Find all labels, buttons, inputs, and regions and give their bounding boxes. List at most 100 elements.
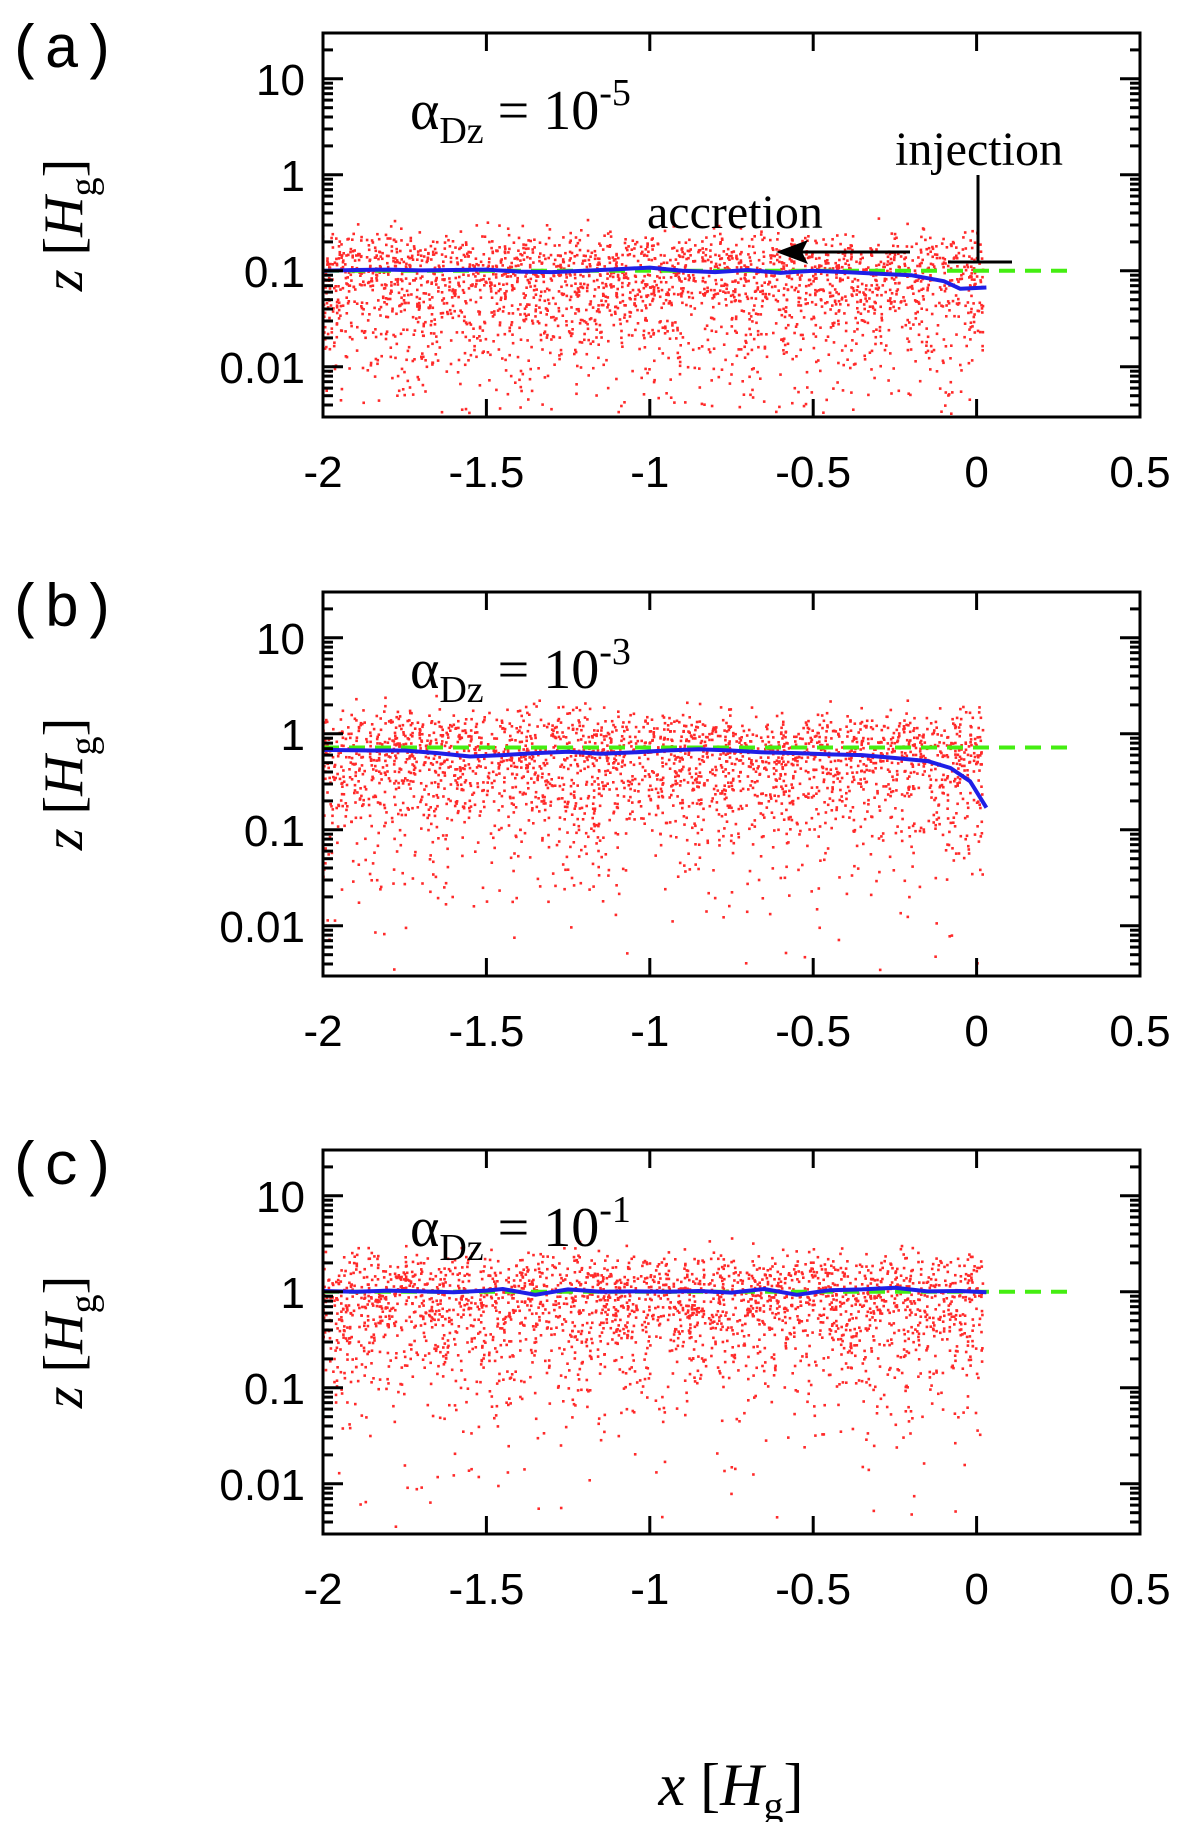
particle-point <box>516 355 520 359</box>
particle-point <box>841 800 844 803</box>
particle-point <box>408 719 411 722</box>
particle-point <box>492 340 495 343</box>
particle-point <box>756 747 760 750</box>
particle-point <box>940 304 943 307</box>
panel-label: (a) <box>8 18 116 86</box>
particle-point <box>344 802 348 805</box>
particle-point <box>833 300 837 303</box>
particle-point <box>973 278 976 281</box>
particle-point <box>628 735 632 739</box>
particle-point <box>938 707 942 710</box>
particle-point <box>351 762 354 766</box>
particle-point <box>914 746 918 750</box>
particle-point <box>634 304 638 308</box>
particle-point <box>800 756 804 760</box>
particle-point <box>498 307 501 311</box>
particle-point <box>469 251 472 254</box>
particle-point <box>593 742 597 745</box>
particle-point <box>866 321 870 325</box>
particle-point <box>814 257 818 260</box>
particle-point <box>913 280 917 284</box>
particle-point <box>520 731 524 735</box>
particle-point <box>694 772 698 776</box>
particle-point <box>642 817 645 820</box>
particle-point <box>443 771 446 775</box>
particle-point <box>616 275 620 278</box>
particle-point <box>661 765 665 768</box>
particle-point <box>340 792 344 796</box>
particle-point <box>878 870 881 874</box>
particle-point <box>567 767 570 771</box>
particle-point <box>539 749 542 752</box>
particle-point <box>834 312 838 315</box>
particle-point <box>940 778 944 781</box>
particle-point <box>828 282 832 286</box>
particle-point <box>697 785 700 789</box>
particle-point <box>603 265 606 268</box>
particle-point <box>396 277 400 281</box>
particle-point <box>564 251 567 255</box>
particle-point <box>850 749 853 753</box>
particle-point <box>634 328 637 332</box>
particle-point <box>347 300 351 303</box>
particle-point <box>326 306 330 309</box>
particle-point <box>553 726 557 730</box>
particle-point <box>622 781 625 784</box>
particle-point <box>850 255 853 259</box>
particle-point <box>908 730 912 734</box>
particle-point <box>592 812 596 815</box>
particle-point <box>503 245 507 248</box>
particle-point <box>977 726 980 730</box>
particle-point <box>537 367 540 370</box>
particle-point <box>565 307 568 311</box>
particle-point <box>779 876 783 880</box>
particle-point <box>374 249 378 253</box>
particle-point <box>456 811 460 815</box>
particle-point <box>915 242 918 246</box>
particle-point <box>897 252 900 256</box>
particle-point <box>611 275 615 279</box>
particle-point <box>433 769 437 773</box>
particle-point <box>694 843 697 846</box>
particle-point <box>662 261 666 265</box>
particle-point <box>937 804 940 807</box>
particle-point <box>418 731 421 735</box>
particle-point <box>785 275 789 278</box>
particle-point <box>974 282 977 286</box>
particle-point <box>881 753 884 757</box>
particle-point <box>478 288 482 292</box>
particle-point <box>577 307 580 311</box>
particle-point <box>678 861 682 865</box>
particle-point <box>810 255 814 259</box>
particle-point <box>739 348 743 351</box>
particle-point <box>938 822 941 826</box>
particle-point <box>490 861 494 864</box>
particle-point <box>375 759 378 762</box>
particle-point <box>527 280 531 284</box>
particle-point <box>429 332 433 335</box>
particle-point <box>812 346 816 350</box>
particle-point <box>933 743 937 747</box>
particle-point <box>780 785 783 788</box>
particle-point <box>918 734 921 737</box>
particle-point <box>765 727 769 731</box>
particle-point <box>847 303 850 307</box>
particle-point <box>464 731 468 735</box>
particle-point <box>697 250 700 254</box>
particle-point <box>416 288 419 292</box>
particle-point <box>404 926 408 930</box>
particle-point <box>755 734 758 738</box>
particle-point <box>506 751 510 754</box>
particle-point <box>626 952 629 955</box>
particle-point <box>573 255 577 258</box>
particle-point <box>360 283 363 287</box>
particle-point <box>659 778 662 782</box>
particle-point <box>622 744 626 747</box>
particle-point <box>413 854 417 857</box>
particle-point <box>581 262 584 265</box>
particle-point <box>760 305 764 308</box>
particle-point <box>508 329 511 333</box>
particle-point <box>761 289 764 293</box>
particle-point <box>839 759 843 763</box>
particle-point <box>419 729 422 732</box>
